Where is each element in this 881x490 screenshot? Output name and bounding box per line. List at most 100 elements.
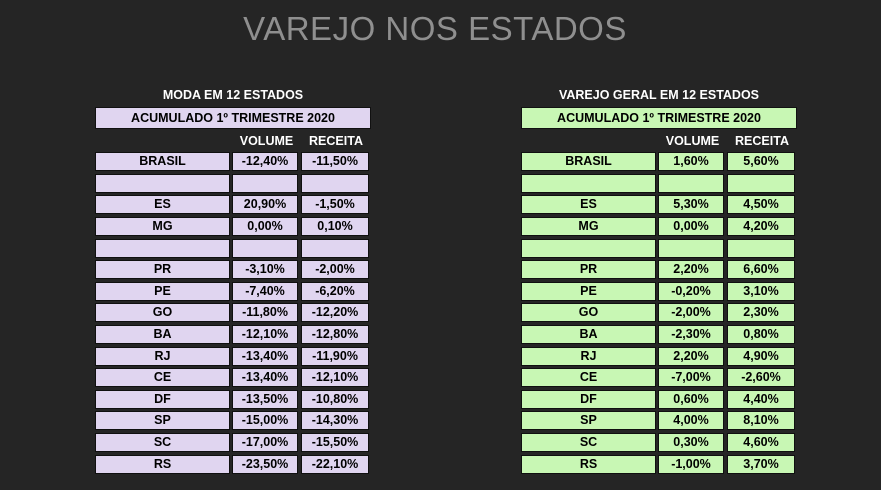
state-cell: RS — [521, 454, 656, 474]
state-cell — [521, 173, 656, 193]
table-row: SC -17,00% -15,50% — [95, 432, 371, 454]
state-cell: SP — [95, 411, 230, 431]
table-row: GO -2,00% 2,30% — [521, 302, 797, 324]
receita-cell: 8,10% — [727, 411, 795, 431]
table-row: SC 0,30% 4,60% — [521, 432, 797, 454]
receita-cell: -11,50% — [301, 152, 369, 172]
table-row: ES 5,30% 4,50% — [521, 194, 797, 216]
table-row: DF 0,60% 4,40% — [521, 389, 797, 411]
receita-cell: 5,60% — [727, 152, 795, 172]
volume-cell: 2,20% — [658, 260, 724, 280]
receita-cell — [727, 173, 795, 193]
volume-cell: -13,40% — [232, 346, 298, 366]
volume-cell: 0,30% — [658, 433, 724, 453]
volume-cell: -13,40% — [232, 368, 298, 388]
moda-column-headers: VOLUME RECEITA — [95, 133, 371, 149]
state-cell: SC — [521, 433, 656, 453]
volume-cell — [232, 173, 298, 193]
volume-cell: 1,60% — [658, 152, 724, 172]
receita-cell: -12,80% — [301, 325, 369, 345]
state-cell: GO — [95, 303, 230, 323]
receita-cell: 0,80% — [727, 325, 795, 345]
state-cell: ES — [95, 195, 230, 215]
receita-cell — [301, 238, 369, 258]
state-cell: SP — [521, 411, 656, 431]
table-row: RJ 2,20% 4,90% — [521, 345, 797, 367]
state-cell — [95, 173, 230, 193]
state-cell: PE — [521, 281, 656, 301]
varejo-table: VAREJO GERAL EM 12 ESTADOS ACUMULADO 1º … — [521, 86, 797, 475]
receita-cell: 4,40% — [727, 389, 795, 409]
receita-cell: 3,70% — [727, 454, 795, 474]
volume-cell: 5,30% — [658, 195, 724, 215]
receita-cell: 4,50% — [727, 195, 795, 215]
state-cell: CE — [521, 368, 656, 388]
table-row: MG 0,00% 4,20% — [521, 216, 797, 238]
state-cell: BRASIL — [521, 152, 656, 172]
table-row: PR -3,10% -2,00% — [95, 259, 371, 281]
volume-cell: -0,20% — [658, 281, 724, 301]
table-row: BRASIL -12,40% -11,50% — [95, 151, 371, 173]
table-row: GO -11,80% -12,20% — [95, 302, 371, 324]
receita-cell: 2,30% — [727, 303, 795, 323]
receita-cell: 4,90% — [727, 346, 795, 366]
varejo-rows: BRASIL 1,60% 5,60% ES 5,30% 4,50% MG 0,00% 4,20%… — [521, 151, 797, 475]
state-cell — [95, 238, 230, 258]
table-row: RS -23,50% -22,10% — [95, 453, 371, 475]
state-cell: ES — [521, 195, 656, 215]
table-row: SP 4,00% 8,10% — [521, 410, 797, 432]
volume-column-header: VOLUME — [665, 134, 720, 148]
state-cell: SC — [95, 433, 230, 453]
volume-cell — [232, 238, 298, 258]
varejo-column-headers: VOLUME RECEITA — [521, 133, 797, 149]
state-cell: MG — [521, 217, 656, 237]
table-row: SP -15,00% -14,30% — [95, 410, 371, 432]
state-cell: PR — [521, 260, 656, 280]
state-cell: GO — [521, 303, 656, 323]
moda-table: MODA EM 12 ESTADOS ACUMULADO 1º TRIMESTR… — [95, 86, 371, 475]
moda-heading: MODA EM 12 ESTADOS — [162, 88, 304, 102]
volume-cell: -7,40% — [232, 281, 298, 301]
table-row — [95, 237, 371, 259]
state-column-header — [95, 133, 232, 149]
table-row: CE -13,40% -12,10% — [95, 367, 371, 389]
volume-cell: -12,40% — [232, 152, 298, 172]
table-row — [95, 173, 371, 195]
volume-cell — [658, 238, 724, 258]
volume-cell: -12,10% — [232, 325, 298, 345]
volume-cell: -3,10% — [232, 260, 298, 280]
state-cell: PR — [95, 260, 230, 280]
table-row — [521, 237, 797, 259]
receita-cell: -11,90% — [301, 346, 369, 366]
table-row: MG 0,00% 0,10% — [95, 216, 371, 238]
state-cell — [521, 238, 656, 258]
receita-cell: 0,10% — [301, 217, 369, 237]
receita-cell: -22,10% — [301, 454, 369, 474]
receita-cell: -2,00% — [301, 260, 369, 280]
state-cell: RJ — [521, 346, 656, 366]
receita-column-header: RECEITA — [735, 134, 789, 148]
table-row: PE -0,20% 3,10% — [521, 281, 797, 303]
moda-rows: BRASIL -12,40% -11,50% ES 20,90% -1,50% MG 0,00… — [95, 151, 371, 475]
volume-cell: -2,30% — [658, 325, 724, 345]
receita-cell: -2,60% — [727, 368, 795, 388]
volume-column-header: VOLUME — [239, 134, 294, 148]
volume-cell: 0,00% — [658, 217, 724, 237]
volume-cell — [658, 173, 724, 193]
receita-cell: 4,20% — [727, 217, 795, 237]
receita-cell: 3,10% — [727, 281, 795, 301]
state-column-header — [521, 133, 658, 149]
volume-cell: 2,20% — [658, 346, 724, 366]
volume-cell: -2,00% — [658, 303, 724, 323]
table-row: ES 20,90% -1,50% — [95, 194, 371, 216]
table-row: RJ -13,40% -11,90% — [95, 345, 371, 367]
receita-column-header: RECEITA — [309, 134, 363, 148]
table-row — [521, 173, 797, 195]
state-cell: RJ — [95, 346, 230, 366]
table-row: BRASIL 1,60% 5,60% — [521, 151, 797, 173]
receita-cell: -12,20% — [301, 303, 369, 323]
volume-cell: -1,00% — [658, 454, 724, 474]
volume-cell: -15,00% — [232, 411, 298, 431]
volume-cell: -13,50% — [232, 389, 298, 409]
volume-cell: -11,80% — [232, 303, 298, 323]
